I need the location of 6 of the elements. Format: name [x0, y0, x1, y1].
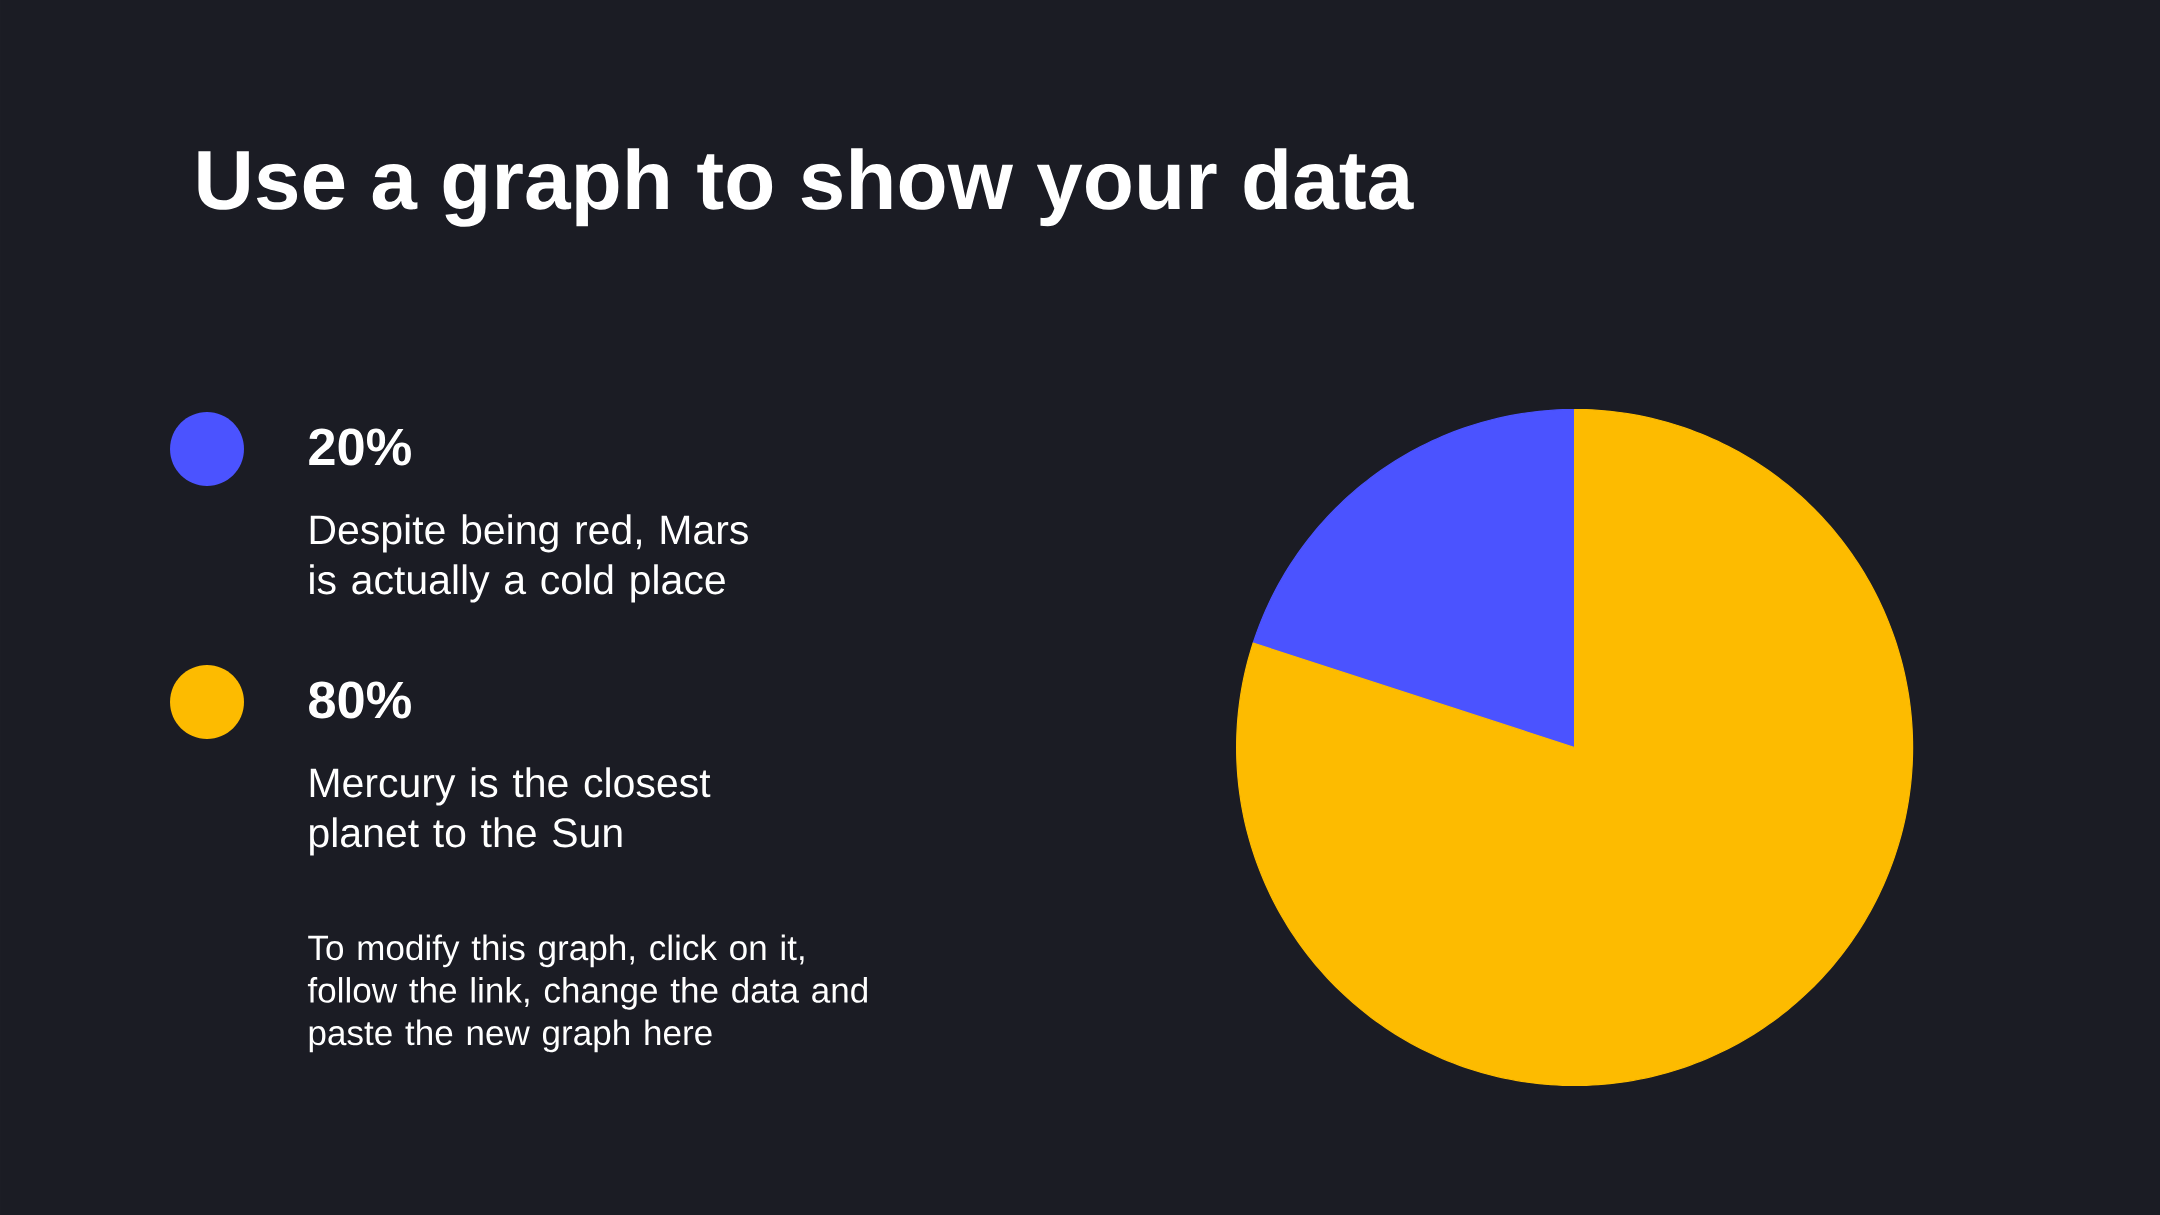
text: Mercury is the closest planet to the Sun — [310, 767, 711, 856]
legend-label: 80% — [309, 681, 411, 719]
text: To modify this graph, click on it, follow the link, change the data and paste the new graph here — [307, 934, 867, 1053]
chart-title: Use a graph to show your data — [198, 148, 1414, 227]
legend-label: 20% — [309, 428, 411, 466]
text: Despite being red, Mars is actually a cold place — [310, 514, 748, 603]
